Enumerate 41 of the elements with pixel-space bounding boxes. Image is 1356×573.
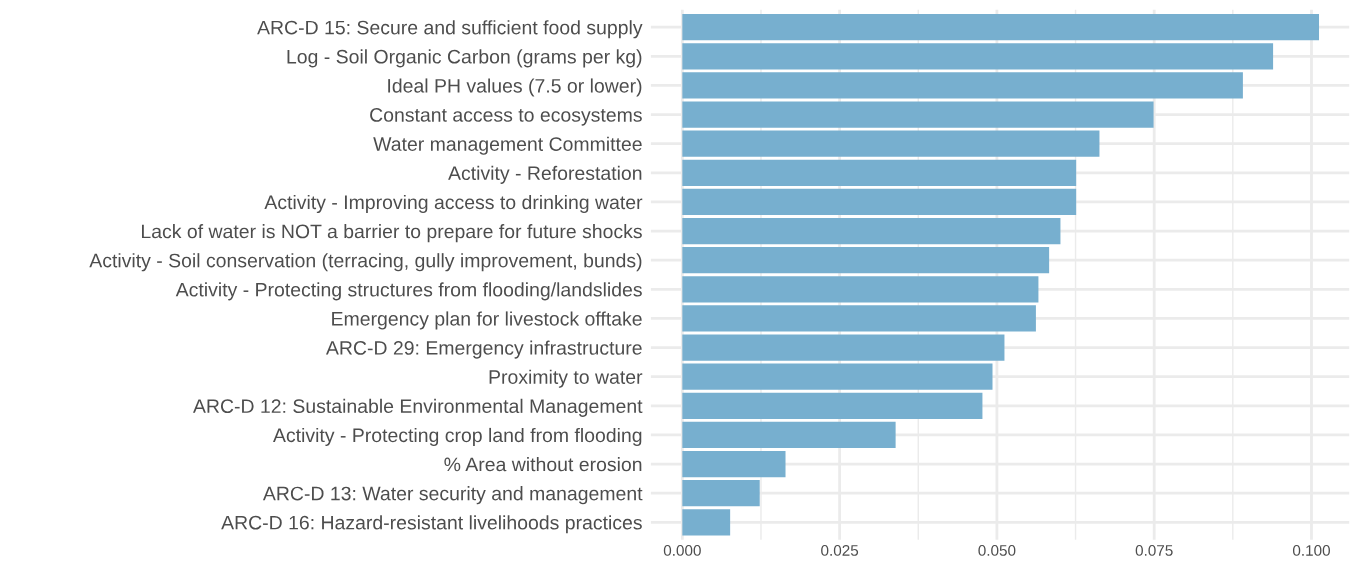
y-tick-label: ARC-D 16: Hazard-resistant livelihoods practices: [221, 515, 642, 534]
y-tick-label: Activity - Reforestation: [448, 165, 642, 184]
bar: [682, 14, 1320, 41]
x-tick-label: 0.100: [1292, 545, 1330, 556]
x-tick-label: 0.050: [978, 545, 1016, 556]
bar: [682, 509, 731, 536]
bar: [682, 159, 1077, 186]
y-tick-label: ARC-D 15: Secure and sufficient food supply: [257, 20, 643, 39]
y-tick-label: Emergency plan for livestock offtake: [332, 311, 642, 330]
y-tick-label: Activity - Protecting structures from flooding/landslides: [175, 282, 642, 301]
y-tick-label: Activity - Improving access to drinking water: [264, 194, 643, 214]
y-tick-label: Activity - Protecting crop land from flooding: [273, 427, 642, 447]
bar: [682, 276, 1039, 303]
bar: [682, 72, 1243, 99]
bar: [682, 480, 760, 507]
bar: [682, 334, 1005, 361]
y-tick-label: Ideal PH values (7.5 or lower): [388, 78, 642, 97]
y-tick-label: Activity - Soil conservation (terracing, gully improvement, bunds): [89, 253, 642, 272]
bar: [682, 421, 896, 449]
bar: [682, 305, 1036, 332]
bar: [682, 130, 1100, 157]
y-tick-label: Log - Soil Organic Carbon (grams per kg): [287, 49, 642, 68]
bar: [682, 392, 983, 419]
bar: [682, 101, 1154, 128]
x-tick-label: 0.075: [1135, 545, 1173, 556]
y-tick-label: Proximity to water: [489, 369, 643, 388]
y-tick-label: ARC-D 29: Emergency infrastructure: [325, 340, 642, 359]
bar: [682, 363, 993, 390]
y-tick-label: Lack of water is NOT a barrier to prepare for future shocks: [142, 224, 642, 243]
y-tick-label: Constant access to ecosystems: [370, 108, 642, 126]
bar: [682, 188, 1077, 216]
x-tick-label: 0.025: [821, 545, 859, 556]
y-tick-label: ARC-D 13: Water security and management: [262, 486, 643, 505]
bar: [682, 450, 786, 478]
bar: [682, 217, 1061, 245]
bar: [682, 43, 1274, 70]
x-tick-label: 0.000: [663, 545, 701, 556]
bar: [682, 247, 1050, 274]
y-tick-label: Water management Committee: [373, 136, 642, 155]
y-tick-label: % Area without erosion: [444, 457, 642, 472]
y-tick-label: ARC-D 12: Sustainable Environmental Management: [193, 398, 643, 417]
